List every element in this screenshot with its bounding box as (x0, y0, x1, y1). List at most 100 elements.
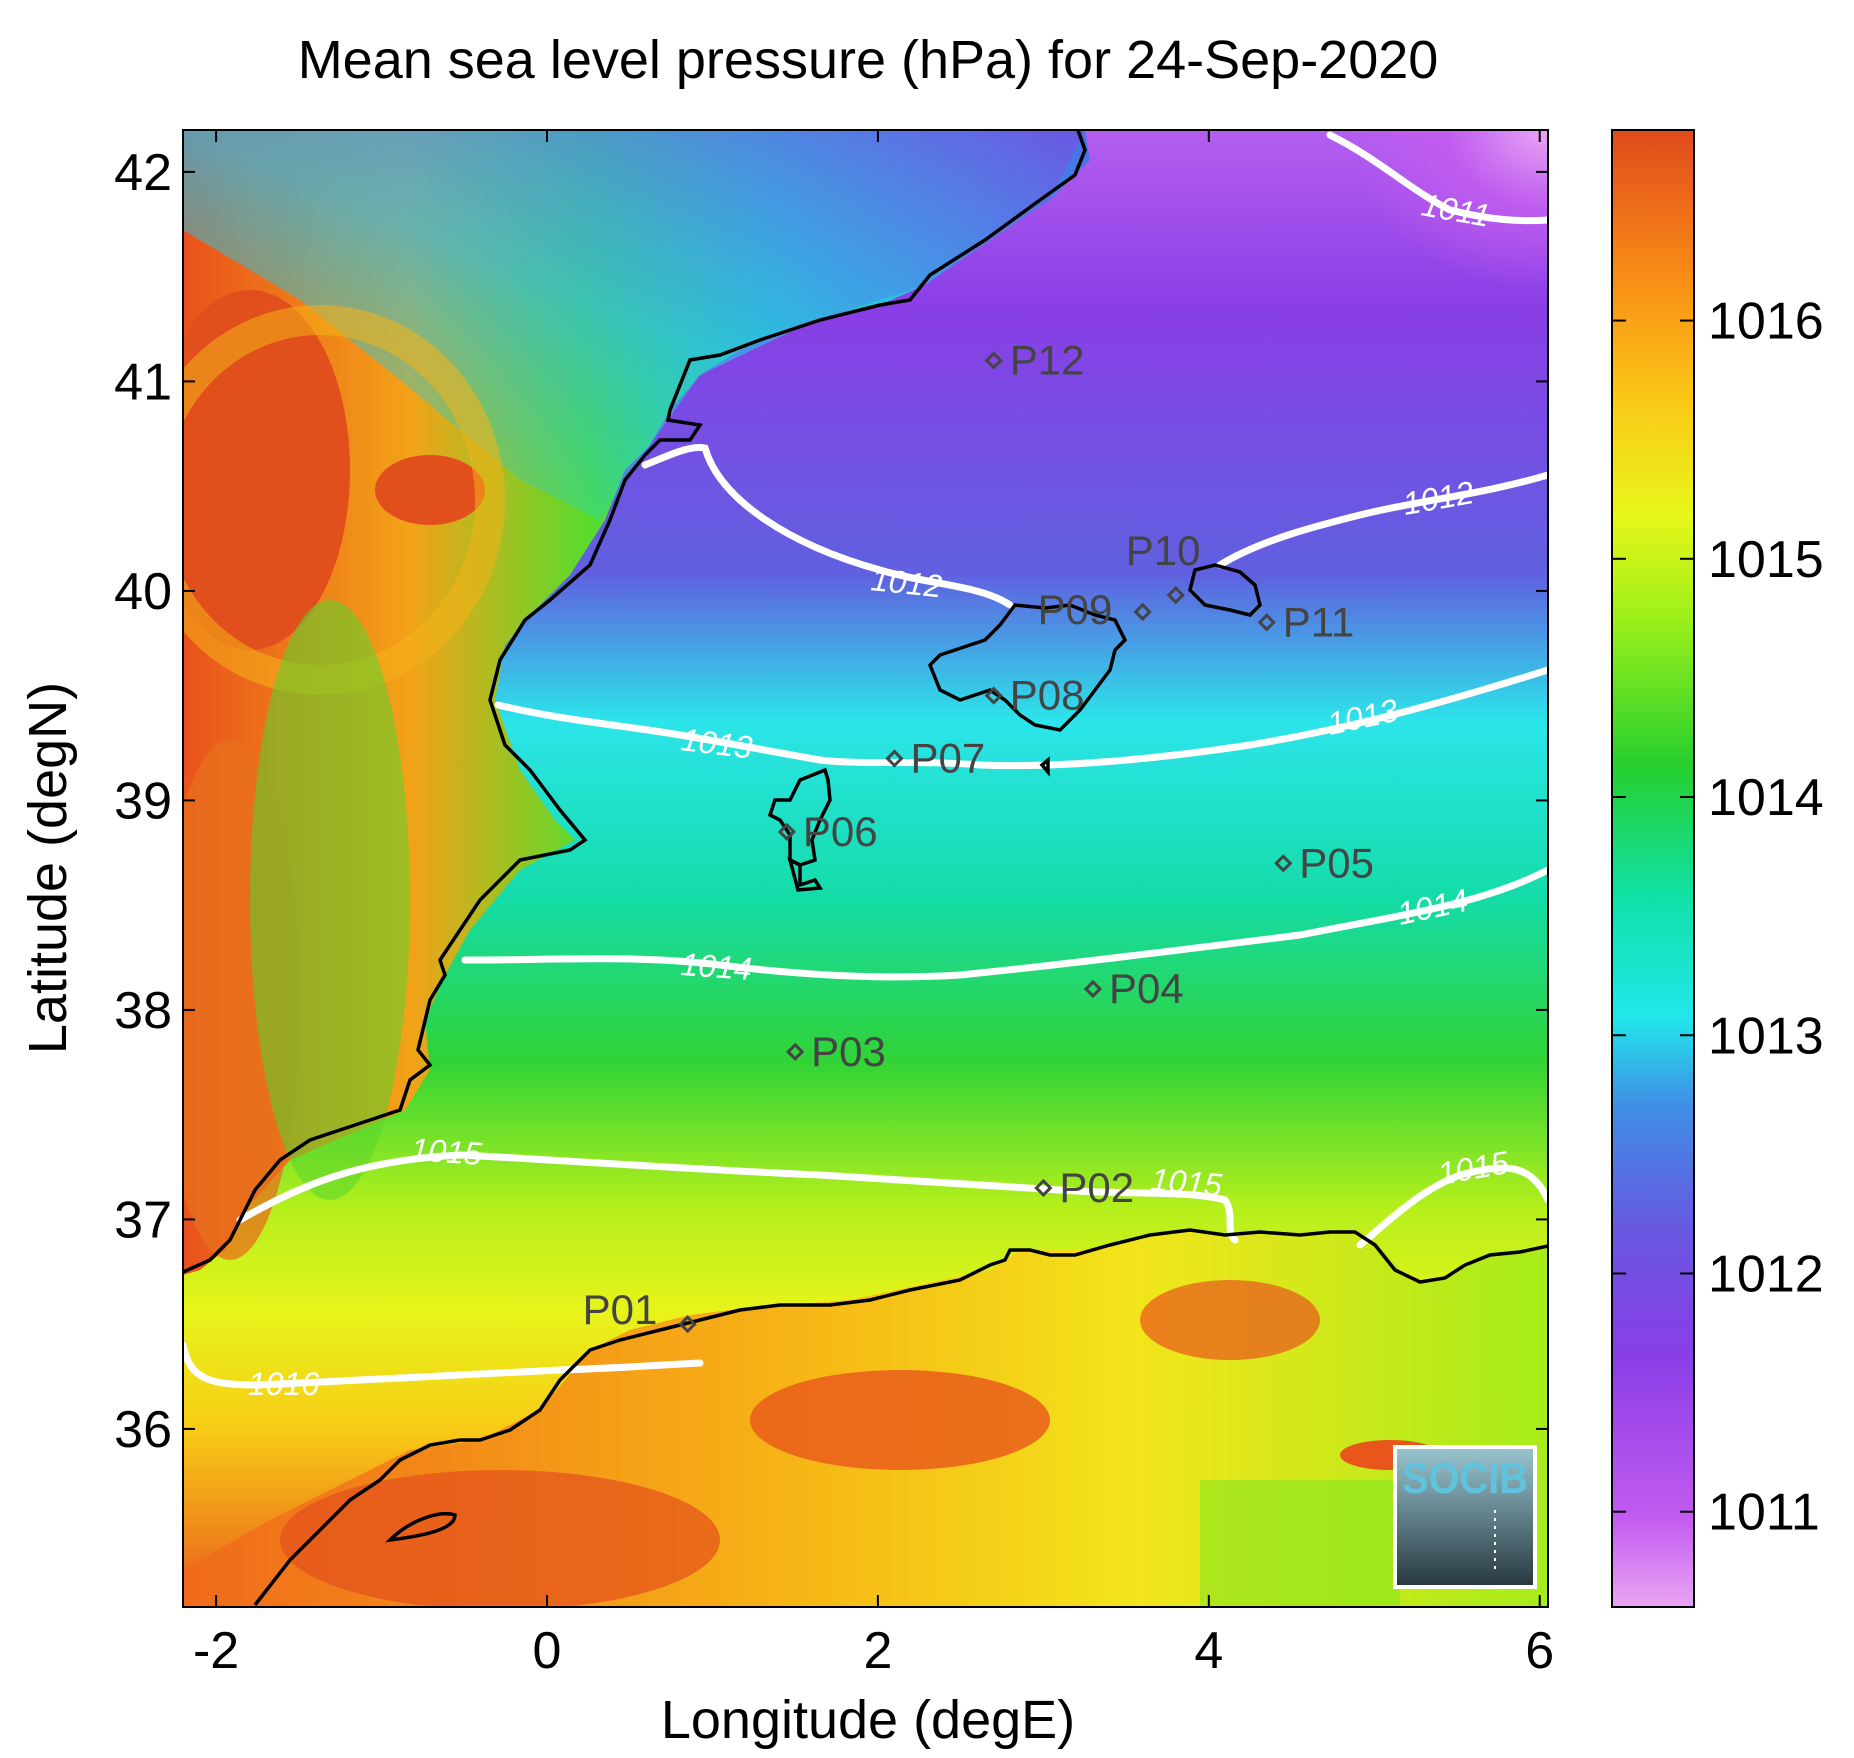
station-marker (984, 351, 1003, 370)
iberia-green-band (250, 600, 410, 1200)
y-tick-label: 42 (114, 144, 172, 202)
logo-frame (1393, 1445, 1537, 1589)
isobar-1015 (236, 1151, 1239, 1244)
isobar-1011 (1326, 131, 1548, 225)
isobar-1016 (183, 1341, 704, 1389)
y-tick-label: 41 (114, 353, 172, 411)
x-tick-label: 0 (533, 1622, 562, 1680)
station-p12: P12 (984, 336, 1085, 383)
isobar-1015-east (1356, 1164, 1548, 1249)
iberia-land-field (183, 130, 1090, 1275)
y-axis: 36 37 38 39 40 41 42 (114, 144, 1548, 1459)
coastline-alboran-island (385, 1512, 457, 1543)
station-label: P11 (1283, 598, 1355, 645)
y-tick-label: 40 (114, 563, 172, 621)
x-axis: -2 0 2 4 6 (193, 130, 1554, 1680)
colorbar (1611, 129, 1695, 1608)
isobar-label-1015-a: 1015 (410, 1131, 484, 1172)
station-marker (1274, 854, 1293, 873)
station-label: P09 (1038, 586, 1113, 633)
coastlines (183, 130, 1548, 1607)
socib-logo: SOCIB (1393, 1445, 1537, 1589)
x-tick-label: 2 (863, 1622, 892, 1680)
station-label: P12 (1010, 336, 1085, 383)
isobar-label-1016: 1016 (248, 1366, 319, 1402)
y-tick-label: 37 (114, 1191, 172, 1249)
x-tick-label: -2 (193, 1622, 239, 1680)
station-marker (885, 749, 904, 768)
x-tick-label: 6 (1525, 1622, 1554, 1680)
isobar-1012-west (641, 443, 1014, 609)
y-tick-label: 39 (114, 772, 172, 830)
africa-highland-1 (750, 1370, 1050, 1470)
isobars (183, 131, 1548, 1389)
station-marker (1133, 602, 1152, 621)
plot-frame (182, 129, 1549, 1608)
coastline-menorca (1188, 563, 1262, 617)
station-label: P05 (1299, 839, 1374, 886)
isobar-label-1013-a: 1013 (679, 721, 754, 765)
north-iberia-field (183, 130, 1085, 520)
ne-low-field (1100, 130, 1548, 490)
iberia-high-core (183, 290, 350, 650)
y-axis-label: Latitude (degN) (18, 682, 78, 1054)
station-p03: P03 (786, 1028, 886, 1075)
station-label: P02 (1059, 1164, 1134, 1211)
pressure-field (183, 130, 1548, 1607)
isobar-label-1015-b: 1015 (1149, 1161, 1223, 1203)
station-marker (786, 1042, 805, 1061)
station-p02: P02 (1034, 1164, 1134, 1211)
coastline-africa (253, 1228, 1548, 1607)
station-marker (777, 822, 797, 841)
station-p08: P08 (984, 672, 1085, 719)
station-p11: P11 (1257, 598, 1355, 645)
coastline-mallorca (927, 603, 1128, 732)
station-p10: P10 (1126, 527, 1201, 605)
colorbar-tick-label: 1011 (1708, 1484, 1820, 1542)
colorbar-tick-label: 1013 (1708, 1007, 1824, 1065)
station-markers: P01 P02 P03 P04 P05 P06 P07 P08 P09 P10 P11 P12 (583, 336, 1374, 1334)
station-marker (1257, 613, 1276, 632)
isobar-1014 (461, 866, 1548, 981)
africa-west-red (280, 1470, 720, 1607)
isobar-1012-east (1216, 471, 1548, 569)
station-p01: P01 (583, 1286, 697, 1334)
station-marker (678, 1315, 697, 1334)
station-marker (984, 686, 1003, 705)
station-p04: P04 (1083, 965, 1184, 1012)
chart-title: Mean sea level pressure (hPa) for 24-Sep… (298, 30, 1439, 90)
station-marker (1083, 979, 1103, 999)
colorbar-tick-label: 1016 (1708, 293, 1824, 351)
station-label: P01 (583, 1286, 658, 1333)
x-tick-label: 4 (1194, 1622, 1223, 1680)
station-marker (1166, 585, 1185, 605)
africa-east-green (1200, 1480, 1400, 1607)
station-label: P04 (1109, 965, 1184, 1012)
station-p09: P09 (1038, 586, 1152, 633)
station-label: P07 (910, 735, 985, 782)
isobar-label-1014-a: 1014 (680, 946, 754, 987)
x-axis-label: Longitude (degE) (661, 1690, 1075, 1750)
y-tick-label: 38 (114, 982, 172, 1040)
station-marker (1034, 1178, 1053, 1198)
iberia-high-core-2 (375, 455, 485, 525)
isobar-1013 (494, 666, 1548, 770)
station-label: P06 (803, 808, 878, 855)
station-label: P10 (1126, 527, 1201, 574)
coastline-formentera (787, 856, 823, 892)
colorbar-tick-label: 1014 (1708, 769, 1824, 827)
y-tick-label: 36 (114, 1401, 172, 1459)
station-label: P08 (1010, 672, 1085, 719)
coastline-cabrera (1039, 756, 1050, 777)
isobar-label-1012-a: 1012 (869, 561, 944, 604)
station-p07: P07 (885, 735, 985, 782)
station-p06: P06 (777, 808, 878, 855)
coastline-iberia (183, 130, 1087, 1274)
station-p05: P05 (1274, 839, 1374, 886)
colorbar-ticks: 1011 1012 1013 1014 1015 1016 (1612, 293, 1824, 1542)
colorbar-tick-label: 1012 (1708, 1245, 1824, 1303)
logo-text: SOCIB (1402, 1454, 1528, 1503)
station-label: P03 (811, 1028, 886, 1075)
colorbar-tick-label: 1015 (1708, 531, 1824, 589)
